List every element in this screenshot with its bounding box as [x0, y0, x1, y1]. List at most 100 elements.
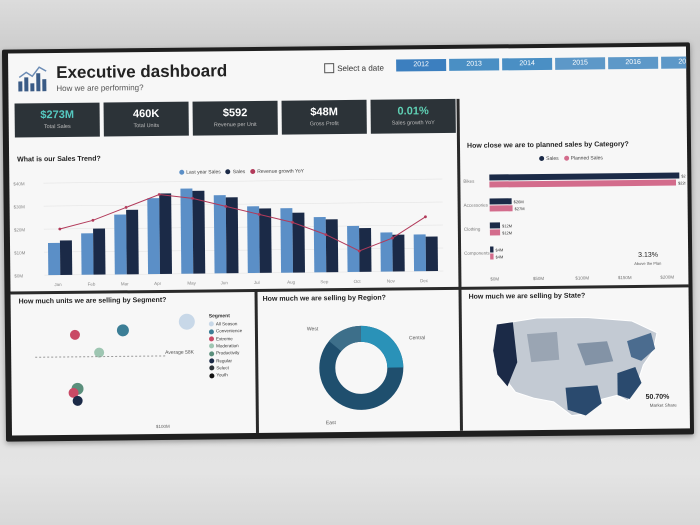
- sales-trend-chart: $0M $10M $20M $30M $40M Jan Feb Mar Apr May Jun Jul…: [13, 178, 444, 287]
- year-button-2013[interactable]: 2013: [449, 58, 500, 71]
- line-point: [224, 204, 228, 208]
- legend-item: Select: [209, 365, 242, 371]
- legend-item: Planned Sales: [563, 155, 603, 162]
- bar-sales: [126, 209, 139, 275]
- bar-sales: [489, 172, 680, 181]
- gridline: [43, 224, 443, 230]
- state-midwest: [577, 341, 614, 366]
- bar-sales: [259, 208, 272, 273]
- year-button-2016[interactable]: 2016: [608, 56, 659, 70]
- page-title: Executive dashboard: [56, 61, 228, 83]
- x-tick-label: $100M: [575, 275, 589, 280]
- line-point: [324, 233, 328, 236]
- kpi-label: Revenue per Unit: [213, 121, 257, 129]
- line-point: [191, 196, 194, 200]
- bar-sales: [192, 190, 206, 274]
- x-tick-label: Jul: [254, 280, 260, 285]
- year-button-2014[interactable]: 2014: [502, 57, 553, 71]
- kpi-card-total-units: 460K Total Units: [103, 101, 189, 137]
- line-point: [91, 218, 95, 222]
- legend-item: Sales: [225, 169, 245, 175]
- bar-sales: [225, 197, 239, 274]
- donut-slice-west: [328, 325, 362, 352]
- data-label: $4M: [495, 247, 503, 252]
- legend-item: All Season: [208, 321, 242, 327]
- bar-sales: [359, 228, 372, 272]
- scatter-point: [72, 395, 83, 406]
- bar-sales: [489, 198, 512, 205]
- page-subtitle: How we are performing?: [56, 83, 144, 94]
- bar-sales: [490, 246, 494, 253]
- bar-sales: [392, 234, 405, 272]
- category-label: Accessories: [464, 203, 489, 208]
- x-tick-label: Oct: [354, 279, 362, 284]
- bar-sales: [159, 193, 173, 274]
- bar-last-year: [213, 195, 227, 274]
- legend-item: Youth: [209, 372, 242, 378]
- legend-item: Productivity: [209, 350, 242, 357]
- y-tick-label: $0M: [14, 273, 23, 278]
- bar-last-year: [380, 232, 393, 272]
- bar-last-year: [147, 198, 161, 275]
- x-tick-label: Dec: [420, 278, 429, 283]
- data-label: $4M: [496, 254, 504, 259]
- data-label: $12M: [502, 223, 512, 228]
- state-northeast: [627, 332, 656, 361]
- bar-last-year: [413, 234, 427, 272]
- line-point: [291, 220, 294, 224]
- year-button-2017[interactable]: 2017: [661, 56, 690, 69]
- x-tick-label: Nov: [387, 279, 396, 284]
- category-label: Clothing: [464, 227, 481, 232]
- kpi-value: $592: [222, 107, 248, 120]
- bar-planned: [489, 229, 501, 236]
- line-point: [357, 249, 361, 253]
- bar-last-year: [81, 233, 94, 275]
- region-donut-chart: West Central East: [307, 325, 425, 426]
- x-tick-label: $50M: [533, 276, 545, 281]
- data-label: $224M: [681, 173, 686, 178]
- calendar-icon: [324, 63, 335, 74]
- kpi-value: 460K: [132, 107, 160, 121]
- category-label: Bikes: [463, 179, 475, 184]
- line-point: [257, 212, 261, 216]
- state-mountain: [526, 331, 560, 363]
- kpi-label: Sales growth YoY: [391, 120, 435, 127]
- bar-last-year: [313, 217, 327, 273]
- donut-slice-central: [360, 325, 404, 369]
- kpi-value: $273M: [40, 108, 75, 122]
- x-tick-label: Aug: [287, 280, 296, 285]
- y-tick-label: $10M: [14, 250, 26, 255]
- market-share-label: Market Share: [650, 403, 678, 408]
- segment-scatter-chart: Average 58K $100M: [35, 313, 195, 429]
- trend-title: What is our Sales Trend?: [17, 155, 101, 164]
- scatter-point: [94, 347, 105, 358]
- scatter-point: [69, 329, 80, 340]
- year-button-2012[interactable]: 2012: [396, 58, 447, 72]
- category-legend: Sales Planned Sales: [539, 155, 603, 162]
- bar-last-year: [280, 208, 294, 273]
- date-selector[interactable]: Select a date: [324, 63, 384, 74]
- line-point: [391, 236, 394, 240]
- state-florida: [617, 366, 642, 400]
- bar-planned: [490, 253, 494, 260]
- data-label: $12M: [502, 230, 512, 235]
- kpi-label: Total Sales: [43, 123, 71, 131]
- gridline: [44, 270, 444, 276]
- x-tick-label: Apr: [154, 281, 162, 286]
- bar-last-year: [347, 225, 360, 273]
- x-tick-label: $150M: [618, 275, 632, 280]
- data-label: $26M: [514, 199, 524, 204]
- bar-sales: [292, 212, 305, 273]
- legend-item: Moderation: [209, 343, 242, 349]
- kpi-card-sales-growth: 0.01% Sales growth YoY: [370, 98, 456, 134]
- kpi-row: $273M Total Sales 460K Total Units $592 …: [14, 98, 456, 138]
- line-point: [58, 227, 62, 231]
- year-button-2015[interactable]: 2015: [555, 57, 606, 70]
- state-map: 50.70% Market Share: [492, 317, 678, 417]
- donut-label: Central: [409, 335, 425, 341]
- data-label: $220M: [678, 180, 686, 185]
- line-point: [424, 215, 427, 219]
- average-line: [35, 355, 166, 358]
- kpi-card-revenue-per-unit: $592 Revenue per Unit: [192, 100, 278, 136]
- segment-legend: Segment All Season Convenience Extreme M…: [208, 313, 243, 378]
